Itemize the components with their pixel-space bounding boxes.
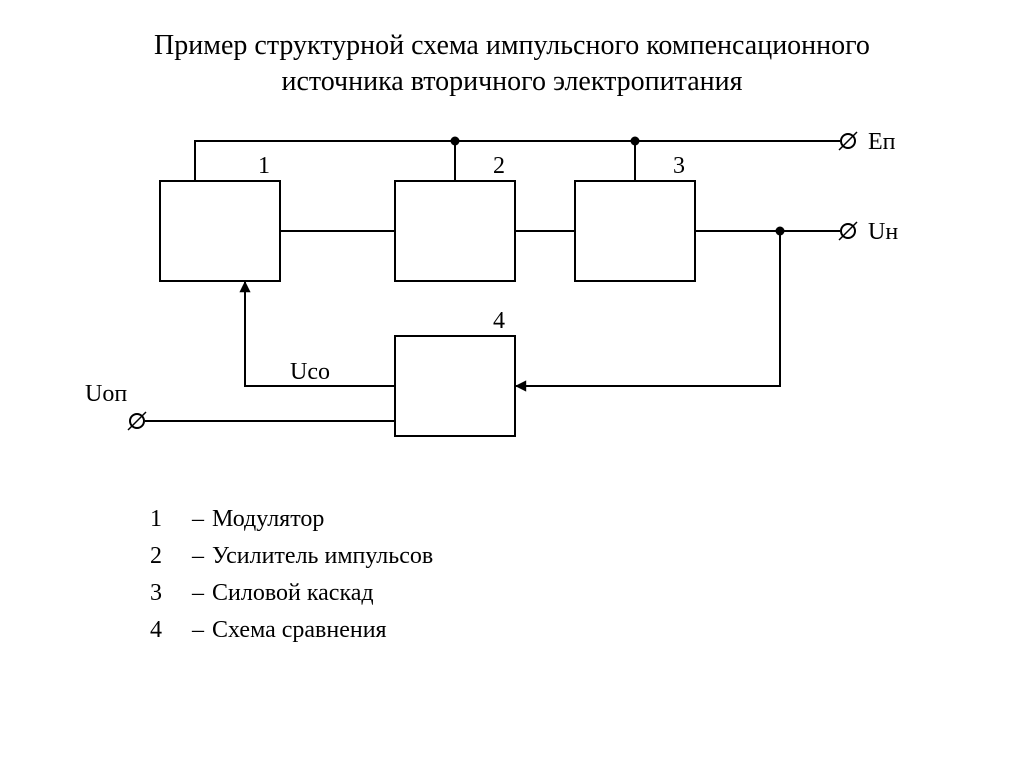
junction-dot-icon [776,226,785,235]
diagram-svg: Еп Uн Uоп 1 2 3 4 Uсо [0,101,1024,501]
block-b2 [395,181,515,281]
legend-text: Силовой каскад [212,575,374,612]
legend-row: 2–Усилитель импульсов [150,538,1024,575]
arrowhead-icon [515,380,526,391]
legend-text: Модулятор [212,501,324,538]
block-number: 2 [493,153,505,179]
legend-text: Усилитель импульсов [212,538,433,575]
legend-row: 1–Модулятор [150,501,1024,538]
legend-number: 3 [150,575,184,612]
legend: 1–Модулятор2–Усилитель импульсов3–Силово… [0,501,1024,650]
block-b1 [160,181,280,281]
terminal-label: Uоп [85,381,127,407]
wire [195,141,840,181]
junction-dot-icon [631,136,640,145]
block-number: 4 [493,308,505,334]
block-number: 1 [258,153,270,179]
legend-dash: – [184,575,212,612]
title-line-2: источника вторичного электропитания [60,64,964,100]
legend-number: 4 [150,612,184,649]
page-title: Пример структурной схема импульсного ком… [0,0,1024,101]
legend-dash: – [184,538,212,575]
block-b4 [395,336,515,436]
junction-dot-icon [451,136,460,145]
legend-dash: – [184,612,212,649]
legend-row: 4–Схема сравнения [150,612,1024,649]
block-number: 3 [673,153,685,179]
terminal-label: Uн [868,219,898,245]
legend-text: Схема сравнения [212,612,387,649]
title-line-1: Пример структурной схема импульсного ком… [60,28,964,64]
legend-number: 2 [150,538,184,575]
terminal-label: Еп [868,129,896,155]
signal-label: Uсо [290,359,330,385]
arrowhead-icon [239,281,250,292]
block-diagram: Еп Uн Uоп 1 2 3 4 Uсо [0,101,1024,501]
block-b3 [575,181,695,281]
legend-row: 3–Силовой каскад [150,575,1024,612]
legend-dash: – [184,501,212,538]
legend-number: 1 [150,501,184,538]
